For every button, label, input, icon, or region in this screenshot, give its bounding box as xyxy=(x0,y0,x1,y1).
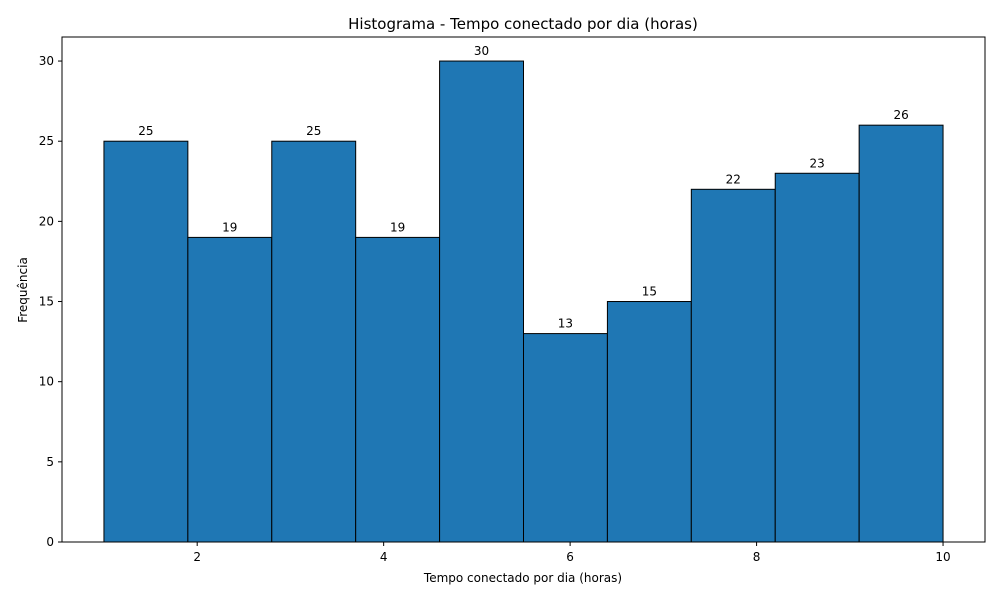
histogram-bar xyxy=(690,188,776,543)
bar-value-label: 19 xyxy=(390,220,405,234)
histogram-bar xyxy=(355,236,441,543)
bar-value-label: 23 xyxy=(810,156,825,170)
histogram-bar xyxy=(271,140,357,543)
histogram-bar xyxy=(187,236,273,543)
x-tick-label: 10 xyxy=(935,550,950,564)
y-tick-label: 20 xyxy=(39,214,54,228)
bar-value-label: 26 xyxy=(893,108,908,122)
y-tick-label: 30 xyxy=(39,54,54,68)
x-axis-ticks: 2 4 6 8 10 xyxy=(193,542,951,564)
y-tick-label: 10 xyxy=(39,375,54,389)
bar-value-label: 15 xyxy=(642,285,657,299)
bars-layer xyxy=(103,60,944,543)
x-tick-label: 2 xyxy=(193,550,201,564)
y-axis-ticks: 0 5 10 15 20 25 30 xyxy=(39,54,62,549)
y-axis-label: Frequência xyxy=(16,257,30,323)
histogram-bar xyxy=(523,333,608,543)
x-tick-label: 8 xyxy=(753,550,761,564)
y-tick-label: 0 xyxy=(46,535,54,549)
plot-area-frame xyxy=(61,36,986,543)
bar-labels-layer: 25 19 25 19 30 13 15 22 23 26 xyxy=(138,44,908,331)
x-tick-label: 6 xyxy=(566,550,574,564)
histogram-bar xyxy=(606,301,692,543)
y-tick-label: 15 xyxy=(39,295,54,309)
bar-value-label: 25 xyxy=(306,124,321,138)
bar-value-label: 25 xyxy=(138,124,153,138)
bar-value-label: 30 xyxy=(474,44,489,58)
bar-value-label: 19 xyxy=(222,220,237,234)
histogram-bar xyxy=(858,124,944,543)
bar-value-label: 13 xyxy=(558,317,573,331)
histogram-bar xyxy=(439,60,524,543)
chart-title: Histograma - Tempo conectado por dia (ho… xyxy=(348,15,698,33)
histogram-bar xyxy=(103,140,189,543)
y-tick-label: 5 xyxy=(46,455,54,469)
histogram-bar xyxy=(774,172,860,543)
y-tick-label: 25 xyxy=(39,134,54,148)
x-axis-label: Tempo conectado por dia (horas) xyxy=(423,571,622,585)
bar-value-label: 22 xyxy=(726,172,741,186)
x-tick-label: 4 xyxy=(380,550,388,564)
